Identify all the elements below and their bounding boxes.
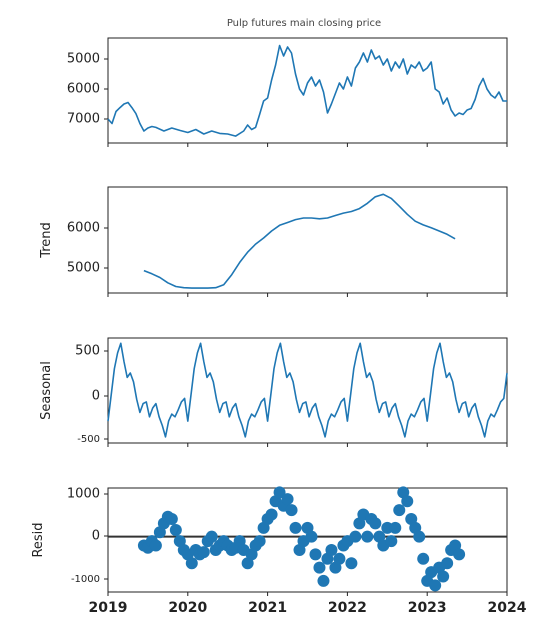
resid-point-32 <box>265 508 278 521</box>
resid-point-8 <box>169 524 182 537</box>
seasonal-series-line <box>107 342 508 438</box>
trend-ytick-label-5000: 5000 <box>67 261 100 276</box>
resid-point-45 <box>317 574 330 587</box>
xtick-label-2023: 2023 <box>408 600 447 616</box>
xtick-label-2022: 2022 <box>328 600 367 616</box>
resid-point-12 <box>185 557 198 570</box>
observed-axes-frame <box>107 37 508 144</box>
trend-ytick-label-6000: 6000 <box>67 221 100 236</box>
seasonal-ylabel: Seasonal <box>39 361 54 420</box>
seasonal-ytick-label--500: -500 <box>77 434 100 445</box>
resid-ylabel: Resid <box>31 522 46 557</box>
resid-point-34 <box>273 486 286 499</box>
resid-point-70 <box>417 552 430 565</box>
trend-axes-frame <box>107 186 508 294</box>
seasonal-ytick-label-500: 500 <box>75 344 100 359</box>
resid-point-17 <box>205 530 218 543</box>
resid-axes-frame <box>107 487 508 593</box>
resid-point-58 <box>369 517 382 530</box>
resid-point-29 <box>253 535 266 548</box>
resid-point-64 <box>393 504 406 517</box>
resid-point-62 <box>385 535 398 548</box>
seasonal-ytick-label-0: 0 <box>92 389 100 404</box>
resid-point-47 <box>325 543 338 556</box>
resid-point-73 <box>429 579 442 592</box>
resid-point-56 <box>361 530 374 543</box>
resid-point-15 <box>197 546 210 559</box>
xtick-label-2021: 2021 <box>248 600 287 616</box>
resid-point-69 <box>413 530 426 543</box>
observed-ytick-label-5000: 5000 <box>67 52 100 67</box>
resid-point-75 <box>437 570 450 583</box>
observed-ytick-label-6000: 6000 <box>67 82 100 97</box>
resid-ytick-label--1000: -1000 <box>71 574 100 585</box>
seasonal-axes-frame <box>107 337 508 444</box>
resid-point-36 <box>281 493 294 506</box>
resid-point-76 <box>441 557 454 570</box>
xtick-label-2024: 2024 <box>488 600 527 616</box>
resid-point-63 <box>389 521 402 534</box>
resid-point-53 <box>349 530 362 543</box>
resid-point-3 <box>149 539 162 552</box>
resid-ytick-label-0: 0 <box>92 529 100 544</box>
resid-point-79 <box>453 548 466 561</box>
chart-title: Pulp futures main closing price <box>227 18 381 29</box>
resid-point-52 <box>345 557 358 570</box>
trend-ylabel: Trend <box>39 222 54 259</box>
resid-point-37 <box>285 504 298 517</box>
resid-ytick-label-1000: 1000 <box>67 487 100 502</box>
observed-ytick-label-7000: 7000 <box>67 112 100 127</box>
resid-point-66 <box>401 495 414 508</box>
xtick-label-2019: 2019 <box>89 600 128 616</box>
resid-point-43 <box>309 548 322 561</box>
resid-point-7 <box>165 512 178 525</box>
resid-point-49 <box>333 552 346 565</box>
xtick-label-2020: 2020 <box>168 600 207 616</box>
resid-point-38 <box>289 521 302 534</box>
trend-series-line <box>143 193 456 289</box>
observed-series-line <box>107 44 507 137</box>
resid-point-42 <box>305 530 318 543</box>
resid-point-44 <box>313 561 326 574</box>
